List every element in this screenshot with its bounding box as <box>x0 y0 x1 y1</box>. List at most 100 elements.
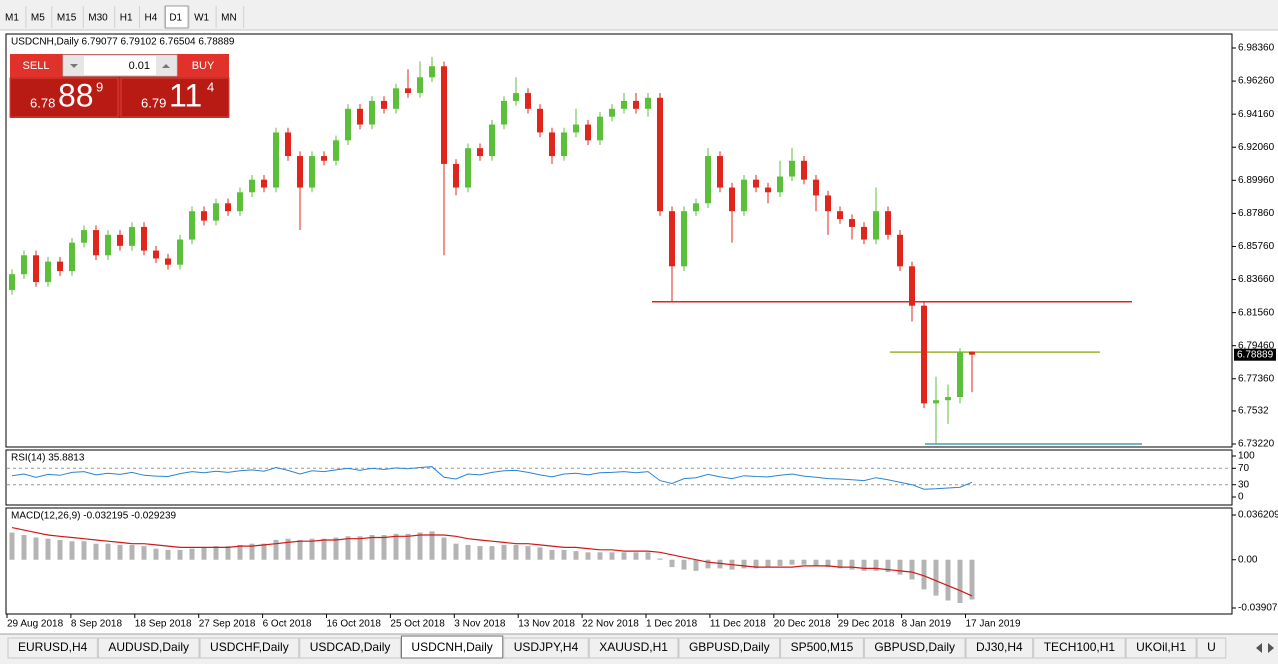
candle-body <box>477 148 483 157</box>
candle-body <box>213 203 219 221</box>
candle-body <box>165 258 171 265</box>
chart-tab-frame[interactable] <box>1033 637 1126 659</box>
chart-tab[interactable]: USDCNH,Daily <box>411 640 492 654</box>
macd-bar <box>549 549 555 560</box>
chart-tab[interactable]: UKOil,H1 <box>1136 640 1186 654</box>
candle-body <box>825 195 831 212</box>
last-price-label: 6.78889 <box>1237 349 1274 360</box>
timeframe-button[interactable]: D1 <box>169 13 182 24</box>
chart-tab-frame[interactable] <box>588 637 679 659</box>
candle-body <box>765 187 771 193</box>
tab-scroll-right[interactable] <box>1268 643 1274 653</box>
chart-tab[interactable]: GBPUSD,Daily <box>874 640 955 654</box>
macd-bar <box>597 552 603 560</box>
chart-tab-frame[interactable] <box>1125 637 1197 659</box>
y-tick-label: 6.98360 <box>1238 43 1275 54</box>
bid-price-box[interactable] <box>9 77 119 118</box>
buy-label[interactable]: BUY <box>192 60 215 72</box>
chart-tab[interactable]: USDJPY,H4 <box>514 640 579 654</box>
chart-tab[interactable]: AUDUSD,Daily <box>108 640 189 654</box>
macd-bar <box>261 543 267 560</box>
lot-value[interactable]: 0.01 <box>129 60 150 72</box>
timeframe-button[interactable]: M5 <box>31 13 45 24</box>
chart-tab-frame[interactable] <box>503 637 589 659</box>
chart-tab[interactable]: USDCHF,Daily <box>210 640 289 654</box>
y-tick-label: 100 <box>1238 451 1255 462</box>
chart-tab[interactable]: TECH100,H1 <box>1044 640 1116 654</box>
candle-body <box>969 351 975 355</box>
price-big: 6.78 <box>30 95 55 110</box>
chart-tab-frame[interactable] <box>97 637 200 659</box>
candle-body <box>945 397 951 401</box>
chart-tab[interactable]: USDCAD,Daily <box>310 640 391 654</box>
macd-bar <box>381 535 387 560</box>
candle-body <box>45 261 51 283</box>
macd-bar <box>369 535 375 560</box>
chart-tab[interactable]: XAUUSD,H1 <box>599 640 668 654</box>
chart-tab[interactable]: U <box>1207 640 1216 654</box>
chart-tab-frame[interactable] <box>1196 637 1227 659</box>
macd-bar <box>621 552 627 560</box>
candle-body <box>201 211 207 221</box>
ui-layer: M1 M5 M15 M30 H1 H4 D1 W1 MN SELL 0.01 BUY 6.78 88 9 6.… <box>5 5 1278 659</box>
timeframe-button[interactable]: M15 <box>57 13 77 24</box>
buy-button[interactable] <box>178 54 229 77</box>
ask-price-box[interactable] <box>120 77 230 118</box>
candle-body <box>489 124 495 157</box>
timeframe-button[interactable]: W1 <box>194 13 209 24</box>
macd-bar <box>357 536 363 560</box>
chart-tab-frame[interactable] <box>965 637 1034 659</box>
candle-body <box>285 132 291 157</box>
macd-bar <box>897 559 903 575</box>
chart-tab-frame[interactable] <box>299 637 401 659</box>
candle-body <box>9 274 15 290</box>
chart-tab-frame[interactable] <box>780 637 864 659</box>
candle-body <box>693 203 699 212</box>
candle-body <box>33 255 39 283</box>
macd-bar <box>489 546 495 560</box>
candle-body <box>105 234 111 256</box>
tab-scroll-left[interactable] <box>1256 643 1262 653</box>
candle-body <box>465 148 471 188</box>
macd-bar <box>909 559 915 580</box>
chart-tab[interactable]: EURUSD,H4 <box>18 640 88 654</box>
chart-tab[interactable]: SP500,M15 <box>791 640 854 654</box>
candle-body <box>333 140 339 161</box>
y-tick-label: 6.85760 <box>1238 241 1275 252</box>
candle-body <box>873 211 879 240</box>
chart-tab[interactable]: GBPUSD,Daily <box>689 640 770 654</box>
candle-body <box>777 176 783 193</box>
x-tick-label: 20 Dec 2018 <box>774 619 831 630</box>
sell-button[interactable] <box>10 54 62 77</box>
timeframe-button[interactable]: M30 <box>88 13 108 24</box>
macd-bar <box>333 537 339 560</box>
macd-bar <box>117 544 123 560</box>
macd-bar <box>849 559 855 570</box>
chart-tab[interactable]: DJ30,H4 <box>976 640 1023 654</box>
macd-bar <box>477 546 483 560</box>
chart-tab-frame[interactable] <box>199 637 300 659</box>
macd-bar <box>585 552 591 560</box>
macd-bar <box>225 546 231 560</box>
timeframe-button[interactable]: H1 <box>120 13 133 24</box>
timeframe-button[interactable]: M1 <box>5 13 19 24</box>
chart-tab-frame[interactable] <box>7 637 98 659</box>
sell-label[interactable]: SELL <box>23 60 50 72</box>
candle-body <box>501 100 507 125</box>
timeframe-button[interactable]: H4 <box>145 13 158 24</box>
macd-bar <box>105 543 111 560</box>
chart-tab-frame[interactable] <box>863 637 966 659</box>
chart-tab-frame[interactable] <box>678 637 781 659</box>
macd-bar <box>633 552 639 560</box>
price-pip: 9 <box>96 79 103 94</box>
macd-bar <box>93 543 99 560</box>
y-tick-label: 6.83660 <box>1238 274 1275 285</box>
lot-input[interactable] <box>62 54 178 77</box>
macd-title: MACD(12,26,9) -0.032195 -0.029239 <box>11 511 177 522</box>
chart-tab-active[interactable] <box>400 635 504 659</box>
timeframe-button[interactable]: MN <box>221 13 237 24</box>
macd-bar <box>249 543 255 560</box>
candle-body <box>621 100 627 109</box>
